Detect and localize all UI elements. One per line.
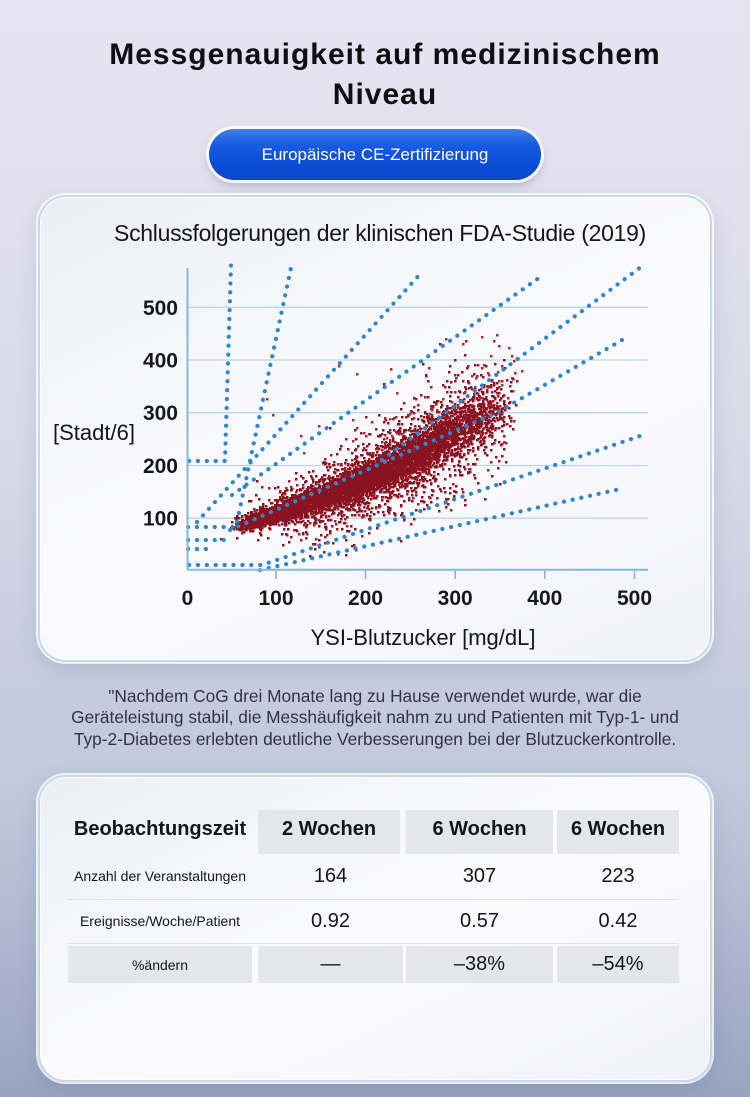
svg-text:200: 200 xyxy=(348,587,383,610)
svg-text:100: 100 xyxy=(258,587,293,610)
svg-text:Schlussfolgerungen der klinisc: Schlussfolgerungen der klinischen FDA-St… xyxy=(114,220,646,246)
svg-text:500: 500 xyxy=(143,297,178,320)
svg-text:300: 300 xyxy=(438,587,473,610)
svg-text:500: 500 xyxy=(617,587,652,610)
svg-text:[Stadt/6]: [Stadt/6] xyxy=(53,420,135,445)
svg-text:300: 300 xyxy=(143,402,178,425)
svg-text:200: 200 xyxy=(143,455,178,478)
svg-text:400: 400 xyxy=(143,350,178,373)
svg-text:YSI-Blutzucker [mg/dL]: YSI-Blutzucker [mg/dL] xyxy=(311,625,536,650)
svg-text:100: 100 xyxy=(143,508,178,531)
svg-text:400: 400 xyxy=(527,587,562,610)
svg-text:0: 0 xyxy=(182,587,194,610)
